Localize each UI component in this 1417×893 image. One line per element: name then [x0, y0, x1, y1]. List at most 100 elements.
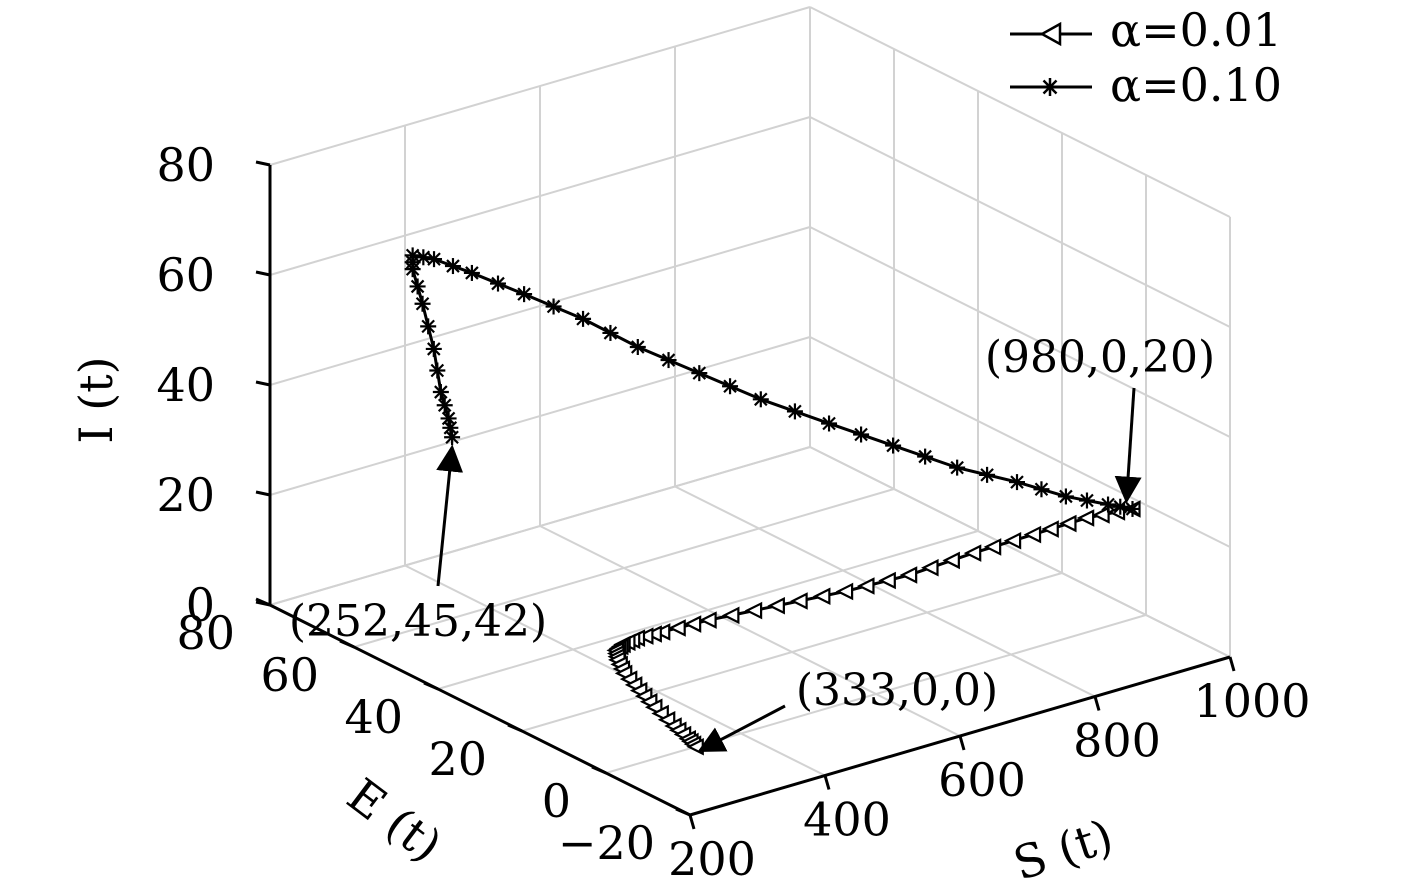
asterisk-marker: [1033, 481, 1050, 498]
z-tick: [255, 160, 271, 167]
x-tick: [1093, 696, 1101, 711]
z-tick: [255, 600, 271, 607]
z-tick: [255, 490, 271, 497]
asterisk-marker: [420, 318, 437, 335]
asterisk-marker: [660, 352, 677, 369]
asterisk-marker: [444, 429, 461, 446]
x-tick: [958, 735, 966, 751]
grid-line: [353, 488, 895, 648]
triangle-marker: [1058, 514, 1077, 533]
asterisk-marker: [440, 410, 457, 427]
annotations: (980,0,20) (252,45,42) (333,0,0): [289, 332, 1215, 753]
data-series: [404, 247, 1141, 756]
triangle-marker: [856, 577, 875, 595]
asterisk-marker: [415, 249, 432, 266]
triangle-marker: [899, 566, 918, 584]
triangle-marker: [683, 615, 702, 633]
y-tick: [507, 723, 523, 733]
asterisk-marker: [691, 365, 708, 382]
grid-line: [809, 446, 1231, 658]
triangle-marker: [790, 592, 808, 610]
legend-label-alpha-010: α=0.10: [1110, 58, 1282, 112]
z-axis-label: I (t): [69, 356, 123, 443]
y-tick-label: 20: [428, 732, 487, 786]
x-tick-label: 800: [1073, 714, 1161, 768]
grid-line: [539, 525, 961, 737]
asterisk-marker: [752, 391, 769, 408]
x-tick: [688, 814, 696, 830]
x-tick: [823, 775, 831, 790]
y-tick-label: 0: [542, 774, 571, 828]
y-tick: [675, 807, 691, 817]
annotation-arrow: [436, 444, 464, 587]
triangle-marker: [652, 623, 671, 641]
y-tick: [339, 639, 355, 649]
asterisk-marker: [629, 339, 646, 355]
triangle-marker: [1041, 520, 1059, 538]
y-tick: [591, 765, 607, 775]
x-axis-label: S (t): [1007, 809, 1119, 891]
x-tick-label: 1000: [1193, 674, 1310, 728]
triangle-marker: [878, 571, 896, 590]
y-tick-label: 60: [260, 648, 319, 702]
axes: [255, 160, 1236, 830]
grid-line: [269, 446, 811, 606]
triangle-marker: [812, 587, 831, 606]
triangle-marker: [942, 551, 960, 570]
grid-line: [269, 336, 811, 496]
z-tick-label: 60: [156, 248, 215, 302]
grid-line: [521, 572, 1063, 732]
annotation-label: (252,45,42): [289, 596, 547, 647]
x-tick-label: 600: [938, 753, 1026, 807]
asterisk-marker: [1057, 488, 1074, 505]
triangle-marker: [963, 544, 982, 562]
asterisk-marker: [602, 324, 619, 341]
legend-label-alpha-001: α=0.01: [1110, 3, 1282, 57]
asterisk-marker: [545, 298, 562, 315]
z-tick-label: 0: [186, 578, 215, 632]
grid-line: [269, 116, 811, 276]
asterisk-marker: [1078, 492, 1095, 509]
asterisk-marker: [885, 437, 902, 454]
triangle-marker: [767, 596, 785, 615]
annotation-label: (980,0,20): [985, 332, 1215, 383]
grid-line: [809, 336, 1231, 548]
triangle-marker: [635, 627, 654, 645]
grid-line: [269, 226, 811, 386]
asterisk-marker: [1112, 498, 1129, 515]
triangle-marker-icon: [1039, 21, 1062, 47]
triangle-marker: [1076, 509, 1095, 527]
grid-lines: [269, 6, 1231, 816]
asterisk-marker-icon: [1041, 78, 1059, 96]
asterisk-marker: [575, 310, 592, 327]
triangle-marker: [1003, 531, 1022, 550]
x-tick: [1228, 656, 1236, 672]
asterisk-marker: [432, 384, 449, 401]
y-tick: [423, 681, 439, 691]
z-tick-label: 80: [156, 138, 215, 192]
asterisk-marker: [821, 415, 838, 432]
annotation-arrow: [697, 704, 786, 753]
asterisk-marker: [426, 251, 443, 268]
asterisk-marker: [1009, 474, 1025, 491]
asterisk-marker: [444, 258, 461, 275]
asterisk-marker: [1124, 500, 1141, 517]
triangle-marker: [921, 558, 939, 577]
y-axis-line: [269, 603, 691, 817]
asterisk-marker: [853, 426, 870, 443]
grid-line: [404, 564, 826, 777]
asterisk-marker: [436, 397, 453, 414]
asterisk-marker: [516, 286, 533, 303]
asterisk-marker: [404, 261, 421, 278]
asterisk-marker: [949, 459, 966, 476]
z-tick: [255, 270, 271, 277]
triangle-marker: [835, 582, 854, 601]
grid-line: [437, 530, 979, 690]
annotation-arrow: [1114, 387, 1142, 504]
z-tick-label: 20: [156, 468, 215, 522]
asterisk-marker: [463, 264, 480, 281]
grid-line: [809, 116, 1231, 328]
grid-line: [809, 226, 1231, 438]
